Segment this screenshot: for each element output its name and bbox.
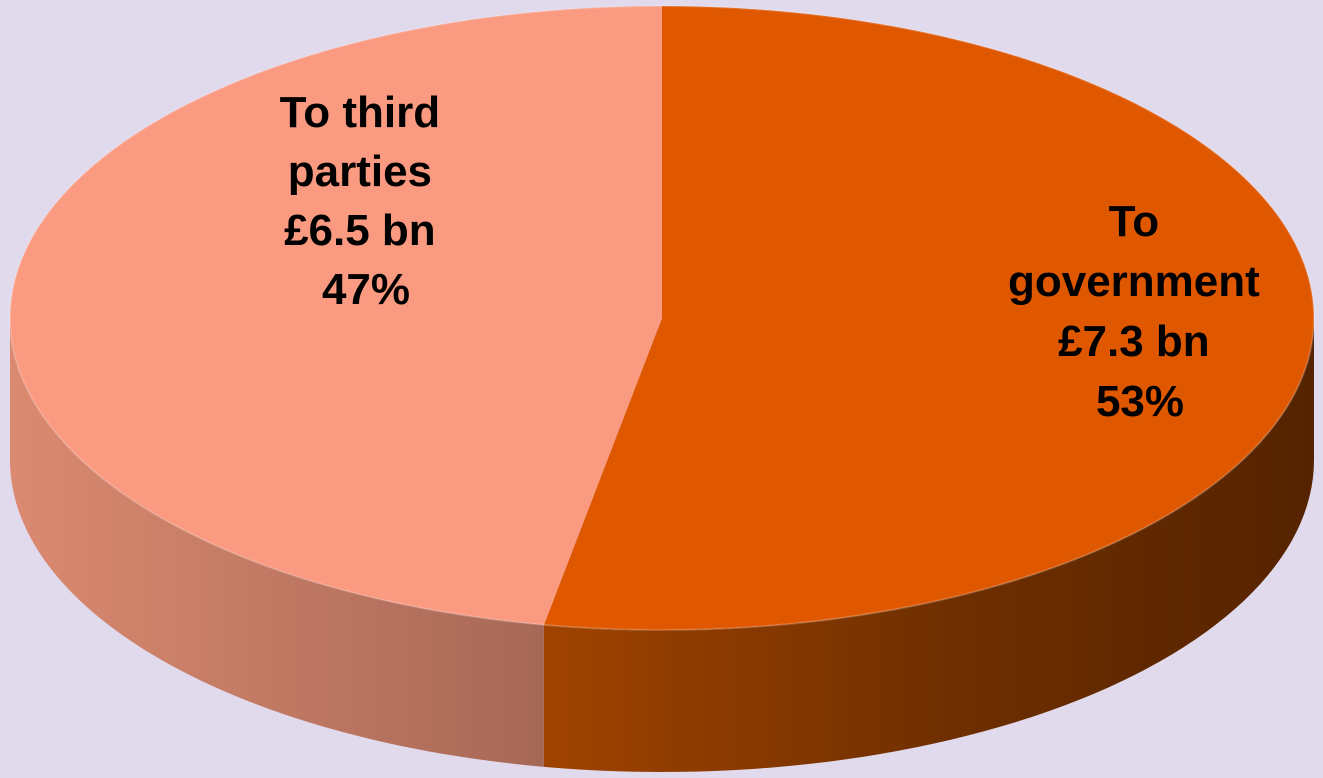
slice-label-third-parties: To third parties £6.5 bn 47% xyxy=(280,88,453,314)
slice-label-government: To government £7.3 bn 53% xyxy=(1008,197,1272,426)
slice-label-third-parties-value: £6.5 bn xyxy=(284,206,436,255)
slice-label-third-parties-line: parties xyxy=(288,147,432,196)
slice-label-government-line: To xyxy=(1109,197,1160,246)
slice-side-government xyxy=(543,318,1314,772)
slice-side-third-parties xyxy=(10,318,544,767)
slice-government xyxy=(543,6,1314,630)
slice-label-government-percent: 53% xyxy=(1096,377,1184,426)
slice-label-government-value: £7.3 bn xyxy=(1058,317,1210,366)
pie-tops xyxy=(9,5,1315,631)
slice-label-third-parties-percent: 47% xyxy=(322,265,410,314)
pie-labels: To third parties £6.5 bn 47% To governme… xyxy=(280,88,1272,426)
slice-label-government-line: government xyxy=(1008,257,1260,306)
slice-label-third-parties-line: To third xyxy=(280,88,440,137)
slice-third-parties xyxy=(10,6,662,625)
pie-rim xyxy=(9,5,1315,631)
pie-sides xyxy=(10,318,1314,772)
